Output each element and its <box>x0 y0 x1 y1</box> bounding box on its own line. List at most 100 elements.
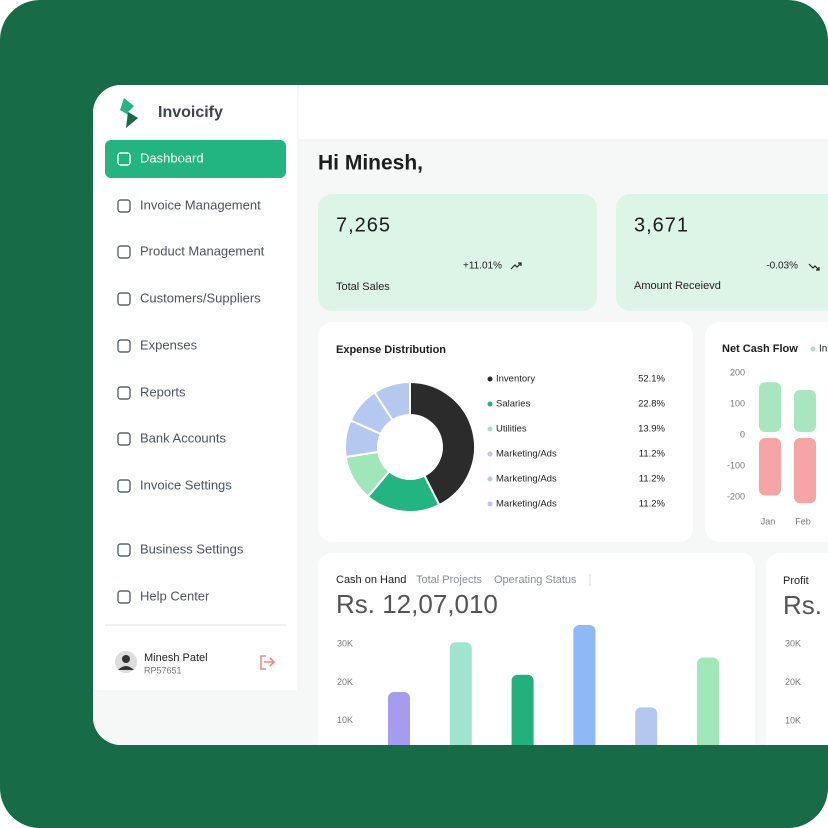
y-tick-label: -100 <box>727 460 745 470</box>
nav-icon <box>117 543 131 557</box>
y-tick-label: 20K <box>785 677 801 687</box>
y-tick-label: 200 <box>730 367 745 377</box>
chart-title: Profit <box>783 575 809 587</box>
legend-dot <box>487 501 493 507</box>
legend-dot <box>487 401 493 407</box>
nav-active-bg <box>105 140 286 178</box>
nav-item[interactable]: Expenses <box>140 337 198 352</box>
legend-label: Marketing/Ads <box>496 499 557 510</box>
stat-value: 7,265 <box>336 214 391 236</box>
stat-card <box>318 194 597 311</box>
legend-label: Marketing/Ads <box>496 474 557 485</box>
donut-segment <box>409 380 476 507</box>
bar <box>759 382 781 432</box>
trend-icon <box>808 263 820 271</box>
stat-label: Amount Receievd <box>634 280 721 292</box>
amount: Rs. <box>783 590 822 620</box>
greeting: Hi Minesh, <box>318 152 423 175</box>
legend-dot <box>487 451 493 457</box>
nav-item[interactable]: Business Settings <box>140 541 244 556</box>
stat-change: -0.03% <box>766 261 798 272</box>
legend-dot <box>810 346 816 352</box>
stat-value: 3,671 <box>634 214 689 236</box>
bar <box>697 657 719 745</box>
bar <box>573 625 596 745</box>
x-tick-label: Feb <box>795 516 811 526</box>
user-name: Minesh Patel <box>144 652 208 664</box>
nav-item[interactable]: Customers/Suppliers <box>140 290 261 305</box>
logo <box>120 98 138 128</box>
value-label: 13.9% <box>638 424 665 435</box>
card <box>705 322 828 542</box>
bar <box>635 707 658 745</box>
y-tick-label: 0 <box>740 429 745 439</box>
nav-icon <box>117 590 131 604</box>
donut-segment <box>373 380 411 422</box>
stat-change: +11.01% <box>463 261 502 272</box>
user-id: RP57651 <box>144 665 182 675</box>
y-tick-label: 20K <box>337 677 353 687</box>
bar <box>759 438 781 496</box>
y-tick-label: 100 <box>730 398 745 408</box>
legend-label: In <box>819 344 827 355</box>
nav-icon <box>117 292 131 306</box>
bar <box>794 390 816 432</box>
logout-button[interactable] <box>260 655 276 670</box>
tab[interactable]: Operating Status <box>494 574 577 586</box>
top-bar <box>298 85 828 140</box>
legend-label: Marketing/Ads <box>496 449 557 460</box>
bar <box>449 642 472 745</box>
nav-item[interactable]: Help Center <box>140 588 210 603</box>
bar <box>388 692 410 745</box>
y-tick-label: 10K <box>785 716 801 726</box>
value-label: 22.8% <box>638 399 665 410</box>
nav-item[interactable]: Bank Accounts <box>140 430 226 445</box>
legend-dot <box>487 476 493 482</box>
nav-item[interactable]: Product Management <box>140 243 265 258</box>
brand: Invoicify <box>158 104 223 121</box>
x-tick-label: Jan <box>761 516 776 526</box>
legend-label: Inventory <box>496 374 535 385</box>
nav-icon <box>117 199 131 213</box>
bar <box>794 438 816 504</box>
nav-icon <box>117 432 131 446</box>
legend-dot <box>487 376 493 382</box>
value-label: 52.1% <box>638 374 665 385</box>
value-label: 11.2% <box>639 449 666 460</box>
chart-title: Expense Distribution <box>336 344 446 356</box>
tab[interactable]: Total Projects <box>416 574 483 586</box>
sidebar <box>93 85 298 745</box>
y-tick-label: -200 <box>727 491 745 501</box>
app-window: Invoicify Minesh Patel RP57651 Hi Minesh… <box>93 85 828 745</box>
legend-dot <box>487 426 493 432</box>
avatar-body <box>118 666 134 670</box>
tab-active[interactable]: Cash on Hand <box>336 574 406 586</box>
nav-icon <box>117 245 131 259</box>
nav-item[interactable]: Dashboard <box>140 150 204 165</box>
bar <box>511 674 534 745</box>
value-label: 11.2% <box>639 499 666 510</box>
nav-item[interactable]: Invoice Settings <box>140 477 232 492</box>
value-label: 11.2% <box>639 474 666 485</box>
stat-card <box>616 194 828 311</box>
card <box>766 553 828 745</box>
y-tick-label: 10K <box>337 715 353 725</box>
nav-item[interactable]: Invoice Management <box>140 197 261 212</box>
y-tick-label: 30K <box>785 638 801 648</box>
legend-label: Salaries <box>496 399 531 410</box>
nav-icon <box>117 339 131 353</box>
nav-item[interactable]: Reports <box>140 384 186 399</box>
y-tick-label: 30K <box>337 639 353 649</box>
amount: Rs. 12,07,010 <box>336 589 498 619</box>
sidebar-footer <box>93 690 298 745</box>
nav-icon <box>117 386 131 400</box>
avatar-head <box>122 655 130 663</box>
legend-label: Utilities <box>496 424 527 435</box>
trend-icon <box>510 262 522 270</box>
chart-title: Net Cash Flow <box>722 343 798 355</box>
nav-icon <box>117 479 131 493</box>
nav-icon <box>117 152 131 166</box>
stat-label: Total Sales <box>336 281 390 293</box>
